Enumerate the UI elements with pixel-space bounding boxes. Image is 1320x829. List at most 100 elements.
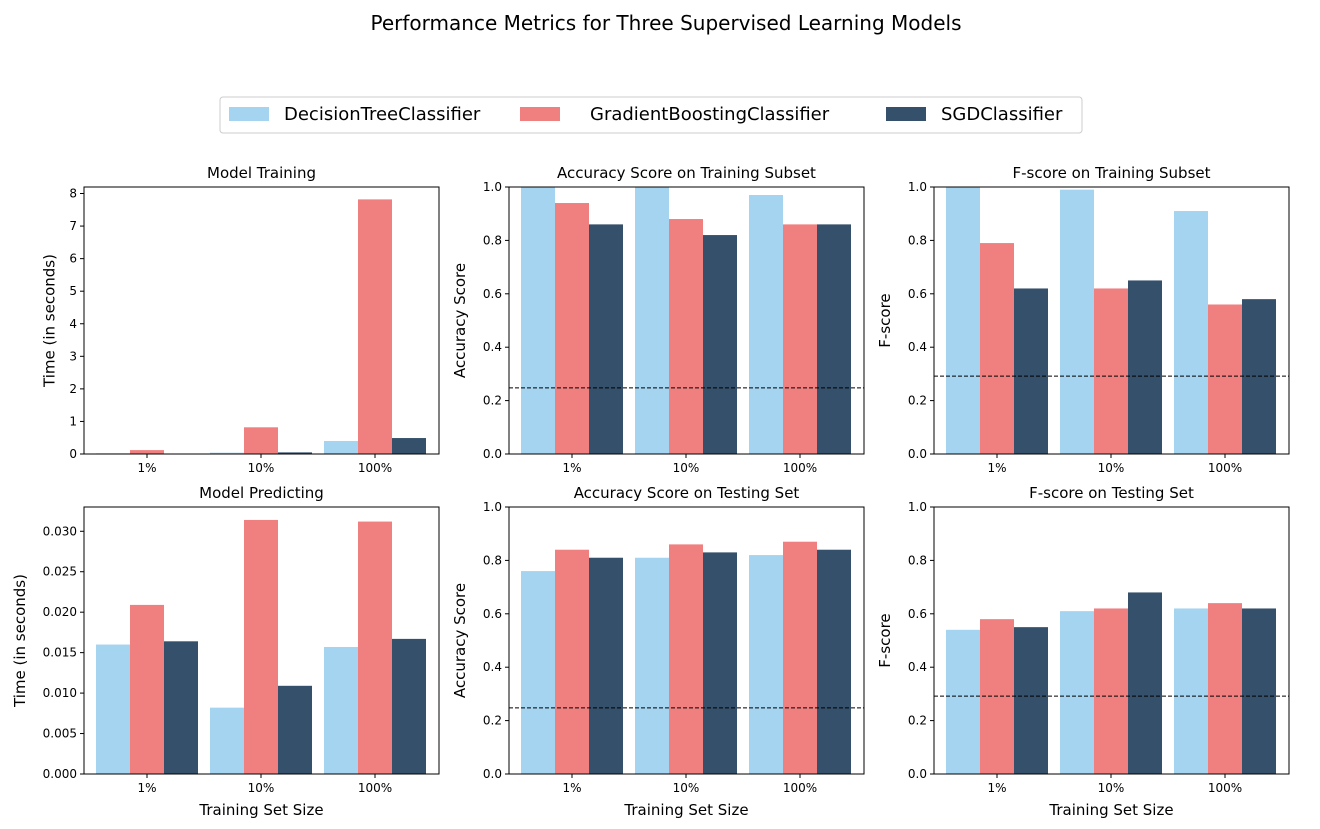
x-axis-label: Training Set Size — [623, 801, 748, 819]
legend-swatch — [229, 107, 269, 121]
y-tick-label: 0.2 — [483, 394, 502, 408]
bar — [703, 552, 737, 774]
x-tick-label: 1% — [987, 461, 1006, 475]
y-tick-label: 1.0 — [908, 180, 927, 194]
bar — [1208, 603, 1242, 774]
x-tick-label: 1% — [137, 781, 156, 795]
bar — [1014, 288, 1048, 454]
y-tick-label: 1 — [69, 414, 77, 428]
bar — [749, 555, 783, 774]
subplot-title: Accuracy Score on Testing Set — [574, 484, 800, 502]
y-axis-label: Accuracy Score — [451, 583, 469, 698]
x-tick-label: 100% — [783, 461, 817, 475]
y-tick-label: 0.6 — [483, 607, 502, 621]
x-tick-label: 10% — [248, 781, 275, 795]
bar — [1094, 288, 1128, 454]
bar — [358, 199, 392, 454]
y-tick-label: 0.025 — [43, 565, 77, 579]
bar — [392, 638, 426, 774]
x-axis-label: Training Set Size — [198, 801, 323, 819]
legend-entry: GradientBoostingClassifier — [520, 104, 830, 125]
bar — [521, 187, 555, 454]
x-tick-label: 10% — [673, 461, 700, 475]
x-tick-label: 10% — [673, 781, 700, 795]
bar — [635, 187, 669, 454]
y-tick-label: 7 — [69, 219, 77, 233]
bar — [946, 629, 980, 774]
bar — [278, 685, 312, 774]
bar — [1174, 211, 1208, 454]
y-tick-label: 0.030 — [43, 524, 77, 538]
bar — [783, 541, 817, 774]
x-tick-label: 10% — [248, 461, 275, 475]
bar — [555, 203, 589, 454]
bar — [1094, 608, 1128, 774]
x-tick-label: 100% — [358, 781, 392, 795]
bar — [555, 549, 589, 774]
y-axis-label: Time (in seconds) — [11, 574, 29, 708]
y-tick-label: 5 — [69, 284, 77, 298]
y-tick-label: 0.000 — [43, 767, 77, 781]
bar — [210, 452, 244, 454]
bar — [669, 219, 703, 454]
x-tick-label: 1% — [987, 781, 1006, 795]
y-tick-label: 0.020 — [43, 605, 77, 619]
y-tick-label: 2 — [69, 382, 77, 396]
y-tick-label: 0.6 — [908, 287, 927, 301]
y-tick-label: 0.8 — [908, 553, 927, 567]
subplot: 0.0 0.2 0.4 0.6 0.8 1.0 1% 10% 100% Accuracy Scor… — [451, 484, 865, 819]
y-tick-label: 1.0 — [908, 500, 927, 514]
bar — [358, 521, 392, 774]
bar — [1060, 189, 1094, 455]
legend-label: GradientBoostingClassifier — [590, 104, 830, 125]
bar — [1208, 304, 1242, 454]
legend-entry: SGDClassifier — [886, 104, 1063, 125]
bar — [1242, 608, 1276, 774]
bar — [1014, 627, 1048, 774]
bar — [635, 557, 669, 774]
subplot-title: Model Predicting — [199, 484, 324, 502]
y-tick-label: 0.2 — [908, 394, 927, 408]
x-tick-label: 1% — [562, 461, 581, 475]
y-tick-label: 0.8 — [483, 553, 502, 567]
subplot: 0.0 0.2 0.4 0.6 0.8 1.0 1% 10% 100% Accuracy Scor… — [451, 164, 865, 475]
y-tick-label: 0.4 — [908, 660, 927, 674]
legend-entry: DecisionTreeClassifier — [229, 104, 481, 125]
bar — [244, 519, 278, 774]
subplot: 0.0 0.2 0.4 0.6 0.8 1.0 1% 10% 100% F-score on Tr… — [876, 164, 1290, 475]
bar — [1128, 592, 1162, 774]
y-tick-label: 0.005 — [43, 727, 77, 741]
legend: DecisionTreeClassifier GradientBoostingC… — [219, 96, 1083, 134]
y-axis-label: Accuracy Score — [451, 263, 469, 378]
y-tick-label: 0.4 — [483, 660, 502, 674]
bar — [946, 187, 980, 454]
y-tick-label: 0.4 — [483, 340, 502, 354]
y-tick-label: 0.0 — [483, 767, 502, 781]
y-tick-label: 8 — [69, 187, 77, 201]
x-tick-label: 100% — [1208, 781, 1242, 795]
x-tick-label: 100% — [1208, 461, 1242, 475]
y-tick-label: 1.0 — [483, 180, 502, 194]
y-tick-label: 0.0 — [908, 767, 927, 781]
bar — [392, 438, 426, 454]
bar — [210, 707, 244, 774]
bar — [817, 549, 851, 774]
subplot-title: F-score on Training Subset — [1013, 164, 1211, 182]
bar — [164, 641, 198, 774]
bar — [589, 224, 623, 454]
bar — [589, 557, 623, 774]
y-tick-label: 3 — [69, 349, 77, 363]
bar — [817, 224, 851, 454]
y-tick-label: 0.010 — [43, 686, 77, 700]
y-tick-label: 0 — [69, 447, 77, 461]
y-tick-label: 0.8 — [483, 233, 502, 247]
y-tick-label: 0.2 — [908, 714, 927, 728]
y-tick-label: 0.4 — [908, 340, 927, 354]
subplot: 0.0 0.2 0.4 0.6 0.8 1.0 1% 10% 100% F-score on Te… — [876, 484, 1290, 819]
y-axis-label: Time (in seconds) — [41, 254, 59, 388]
legend-label: SGDClassifier — [941, 104, 1063, 125]
legend-swatch — [520, 107, 560, 121]
bar — [130, 450, 164, 454]
legend-swatch — [886, 107, 926, 121]
